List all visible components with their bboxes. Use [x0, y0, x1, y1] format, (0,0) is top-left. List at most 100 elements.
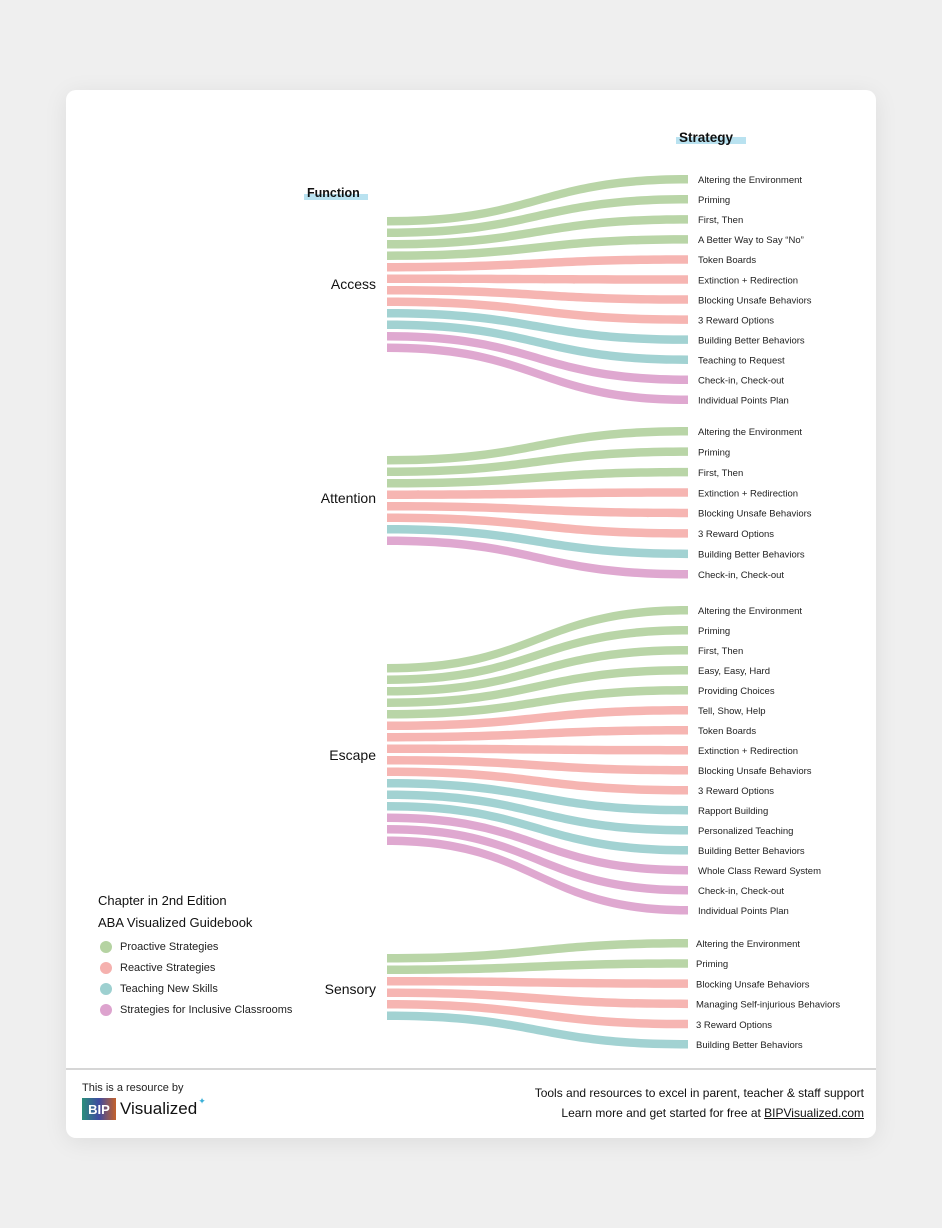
flow-band-teaching	[387, 525, 688, 559]
legend-label: Teaching New Skills	[120, 983, 218, 995]
strategy-label: Altering the Environment	[698, 175, 802, 186]
flow-band-reactive	[387, 255, 688, 272]
strategy-label: Priming	[698, 626, 730, 637]
strategy-header: Strategy	[679, 130, 734, 145]
flow-band-proactive	[387, 646, 688, 696]
strategy-label: Priming	[698, 447, 730, 458]
strategy-label: Token Boards	[698, 726, 756, 737]
strategy-label: Building Better Behaviors	[698, 550, 805, 561]
strategy-label: Extinction + Redirection	[698, 275, 798, 286]
flow-band-reactive	[387, 767, 688, 795]
flow-band-teaching	[387, 1011, 688, 1049]
strategy-label: 3 Reward Options	[698, 315, 774, 326]
function-label-access: Access	[331, 276, 376, 292]
strategy-label: Altering the Environment	[698, 606, 802, 617]
function-label-sensory: Sensory	[325, 981, 376, 997]
legend: Chapter in 2nd Edition ABA Visualized Gu…	[98, 890, 298, 1018]
strategy-label: First, Then	[698, 215, 743, 226]
strategy-label: Individual Points Plan	[698, 396, 789, 407]
strategy-label: Teaching to Request	[698, 355, 785, 366]
reactive-dot-icon	[100, 962, 112, 974]
legend-item-proactive: Proactive Strategies	[98, 940, 298, 955]
footer-cta-line: Learn more and get started for free at B…	[535, 1103, 864, 1123]
function-header: Function	[307, 186, 360, 200]
strategy-label: Providing Choices	[698, 686, 775, 697]
function-label-escape: Escape	[329, 747, 376, 763]
flow-band-reactive	[387, 502, 688, 518]
footer-brand: This is a resource by BIP Visualized ✦	[82, 1082, 206, 1120]
strategy-label: Individual Points Plan	[698, 906, 789, 917]
flow-band-proactive	[387, 427, 688, 465]
bip-logo-mark: BIP	[82, 1098, 116, 1120]
sankey-chart: Function Strategy Access Altering the Envir…	[304, 130, 840, 1051]
flow-band-teaching	[387, 802, 688, 855]
flow-band-proactive	[387, 235, 688, 260]
strategy-label: Check-in, Check-out	[698, 886, 784, 897]
legend-item-teaching: Teaching New Skills	[98, 982, 298, 997]
legend-title-line1: Chapter in 2nd Edition	[98, 893, 227, 908]
legend-item-reactive: Reactive Strategies	[98, 961, 298, 976]
strategy-label: 3 Reward Options	[698, 786, 774, 797]
flow-band-inclusive	[387, 836, 688, 915]
resource-card: Function Strategy Access Altering the Envir…	[66, 90, 876, 1138]
strategy-label: Extinction + Redirection	[698, 746, 798, 757]
strategy-label: Building Better Behaviors	[698, 846, 805, 857]
flow-band-proactive	[387, 447, 688, 476]
flow-band-reactive	[387, 297, 688, 324]
flow-band-inclusive	[387, 825, 688, 895]
flow-band-teaching	[387, 790, 688, 835]
strategy-label: A Better Way to Say “No”	[698, 235, 804, 246]
strategy-label: Blocking Unsafe Behaviors	[698, 766, 812, 777]
flow-band-reactive	[387, 488, 688, 499]
strategy-label: First, Then	[698, 646, 743, 657]
strategy-label: Blocking Unsafe Behaviors	[698, 509, 812, 520]
inclusive-dot-icon	[100, 1004, 112, 1016]
flow-band-teaching	[387, 309, 688, 344]
flow-band-proactive	[387, 959, 688, 974]
strategy-label: Tell, Show, Help	[698, 706, 766, 717]
bip-visualized-logo[interactable]: BIP Visualized ✦	[82, 1096, 206, 1120]
strategy-label: Managing Self-injurious Behaviors	[696, 1000, 840, 1011]
strategy-label: 3 Reward Options	[698, 529, 774, 540]
flow-band-proactive	[387, 939, 688, 963]
flow-band-reactive	[387, 286, 688, 304]
flow-band-proactive	[387, 195, 688, 237]
flow-band-reactive	[387, 706, 688, 730]
flow-band-reactive	[387, 513, 688, 538]
function-label-attention: Attention	[321, 490, 376, 506]
strategy-label: Whole Class Reward System	[698, 866, 821, 877]
flow-band-reactive	[387, 274, 688, 284]
strategy-label: Priming	[698, 195, 730, 206]
strategy-label: Check-in, Check-out	[698, 376, 784, 387]
flow-band-proactive	[387, 666, 688, 707]
footer-cta: Tools and resources to excel in parent, …	[535, 1083, 864, 1123]
flow-band-proactive	[387, 626, 688, 684]
strategy-label: Altering the Environment	[696, 939, 800, 950]
strategy-label: Easy, Easy, Hard	[698, 666, 770, 677]
flow-band-reactive	[387, 988, 688, 1009]
strategy-label: Rapport Building	[698, 806, 768, 817]
flow-band-inclusive	[387, 343, 688, 405]
flow-band-proactive	[387, 606, 688, 673]
strategy-label: 3 Reward Options	[696, 1020, 772, 1031]
legend-label: Strategies for Inclusive Classrooms	[120, 1004, 293, 1016]
strategy-label: Priming	[696, 959, 728, 970]
function-header-highlight	[304, 194, 368, 200]
website-link[interactable]: BIPVisualized.com	[764, 1106, 864, 1120]
flow-band-reactive	[387, 726, 688, 742]
flow-band-teaching	[387, 320, 688, 364]
legend-label: Proactive Strategies	[120, 941, 219, 953]
flow-band-reactive	[387, 756, 688, 775]
strategy-label: Token Boards	[698, 255, 756, 266]
strategy-header-highlight	[676, 137, 746, 144]
cta-prefix: Learn more and get started for free at	[561, 1106, 765, 1120]
proactive-dot-icon	[100, 941, 112, 953]
flow-band-proactive	[387, 175, 688, 226]
strategy-label: Extinction + Redirection	[698, 488, 798, 499]
flow-band-inclusive	[387, 813, 688, 875]
legend-item-inclusive: Strategies for Inclusive Classrooms	[98, 1003, 298, 1018]
flow-band-proactive	[387, 215, 688, 249]
flow-band-reactive	[387, 744, 688, 755]
flow-band-proactive	[387, 467, 688, 488]
flow-band-proactive	[387, 686, 688, 719]
